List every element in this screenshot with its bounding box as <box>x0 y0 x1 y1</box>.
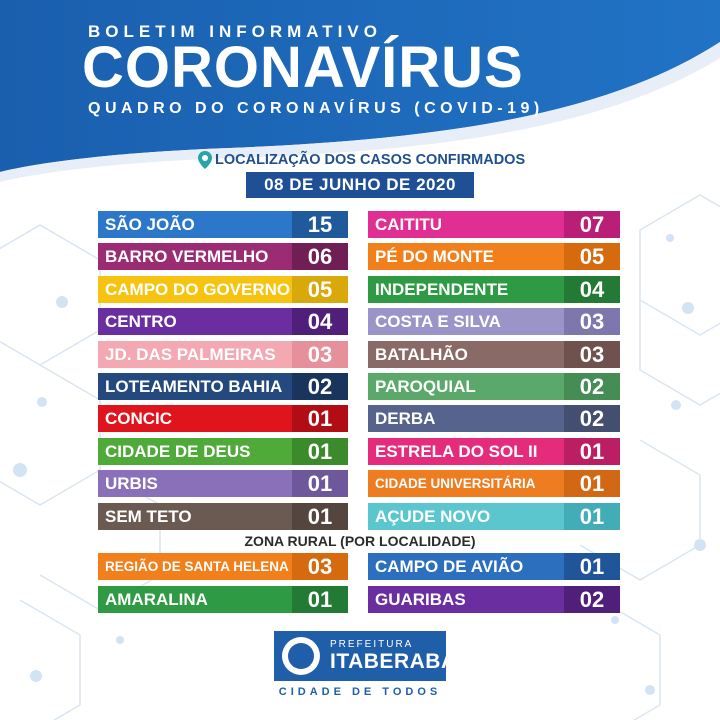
city-slogan: CIDADE DE TODOS <box>278 686 442 698</box>
neighborhood-name: JD. DAS PALMEIRAS <box>98 340 292 368</box>
logo-city-name: ITABERABA <box>330 650 457 673</box>
rural-zone-heading: ZONA RURAL (POR LOCALIDADE) <box>244 533 476 549</box>
case-row: REGIÃO DE SANTA HELENA 03 <box>98 553 348 580</box>
location-heading: LOCALIZAÇÃO DOS CASOS CONFIRMADOS <box>198 151 525 169</box>
neighborhood-name: CAMPO DO GOVERNO <box>98 275 292 303</box>
neighborhood-name: SEM TETO <box>98 502 292 530</box>
neighborhood-name: CIDADE DE DEUS <box>98 437 292 465</box>
case-row: SEM TETO 01 <box>98 502 348 530</box>
case-count: 06 <box>292 243 348 271</box>
case-count: 01 <box>292 437 348 465</box>
case-count: 04 <box>292 308 348 336</box>
case-count: 02 <box>292 373 348 400</box>
case-row: URBIS 01 <box>98 470 348 498</box>
case-count: 01 <box>564 553 620 580</box>
neighborhood-name: BARRO VERMELHO <box>98 243 292 271</box>
case-count: 02 <box>564 586 620 613</box>
neighborhood-name: ESTRELA DO SOL II <box>368 437 564 465</box>
case-count: 01 <box>292 470 348 498</box>
case-count: 03 <box>292 553 348 580</box>
case-row: LOTEAMENTO BAHIA 02 <box>98 373 348 400</box>
neighborhood-name: AMARALINA <box>98 586 292 613</box>
case-count: 03 <box>564 340 620 368</box>
case-count: 02 <box>564 373 620 400</box>
case-count: 01 <box>292 405 348 433</box>
neighborhood-name: SÃO JOÃO <box>98 211 292 238</box>
case-row: SÃO JOÃO 15 <box>98 211 348 238</box>
bulletin-kicker: BOLETIM INFORMATIVO <box>88 22 382 41</box>
page-subtitle: QUADRO DO CORONAVÍRUS (COVID-19) <box>88 100 544 117</box>
map-pin-icon <box>198 151 212 169</box>
case-row: CIDADE UNIVERSITÁRIA 01 <box>368 470 620 498</box>
case-row: DERBA 02 <box>368 405 620 433</box>
date-badge: 08 DE JUNHO DE 2020 <box>246 172 474 198</box>
neighborhood-name: AÇUDE NOVO <box>368 502 564 530</box>
case-row: AMARALINA 01 <box>98 586 348 613</box>
neighborhood-name: PAROQUIAL <box>368 373 564 400</box>
case-row: JD. DAS PALMEIRAS 03 <box>98 340 348 368</box>
neighborhood-name: URBIS <box>98 470 292 498</box>
neighborhood-name: COSTA E SILVA <box>368 308 564 336</box>
case-row: ESTRELA DO SOL II 01 <box>368 437 620 465</box>
case-count: 05 <box>292 275 348 303</box>
neighborhood-name: CAMPO DE AVIÃO <box>368 553 564 580</box>
case-count: 15 <box>292 211 348 238</box>
neighborhood-name: BATALHÃO <box>368 340 564 368</box>
case-row: CAMPO DO GOVERNO 05 <box>98 275 348 303</box>
neighborhood-name: CAITITU <box>368 211 564 238</box>
case-row: BARRO VERMELHO 06 <box>98 243 348 271</box>
location-label: LOCALIZAÇÃO DOS CASOS CONFIRMADOS <box>215 152 526 168</box>
case-count: 04 <box>564 275 620 303</box>
case-row: GUARIBAS 02 <box>368 586 620 613</box>
neighborhood-name: DERBA <box>368 405 564 433</box>
case-count: 03 <box>564 308 620 336</box>
case-row: CIDADE DE DEUS 01 <box>98 437 348 465</box>
case-count: 03 <box>292 340 348 368</box>
case-row: PAROQUIAL 02 <box>368 373 620 400</box>
neighborhood-name: CENTRO <box>98 308 292 336</box>
case-count: 01 <box>564 502 620 530</box>
case-row: CONCIC 01 <box>98 405 348 433</box>
case-count: 02 <box>564 405 620 433</box>
neighborhood-name: CIDADE UNIVERSITÁRIA <box>368 470 564 498</box>
case-row: AÇUDE NOVO 01 <box>368 502 620 530</box>
neighborhood-name: GUARIBAS <box>368 586 564 613</box>
case-count: 01 <box>564 470 620 498</box>
case-count: 01 <box>292 586 348 613</box>
case-count: 01 <box>564 437 620 465</box>
case-row: PÉ DO MONTE 05 <box>368 243 620 271</box>
case-row: COSTA E SILVA 03 <box>368 308 620 336</box>
neighborhood-name: INDEPENDENTE <box>368 275 564 303</box>
page-title: CORONAVÍRUS <box>82 35 524 100</box>
case-row: CAITITU 07 <box>368 211 620 238</box>
case-row: CENTRO 04 <box>98 308 348 336</box>
header-banner <box>0 0 720 182</box>
prefeitura-logo: PREFEITURA ITABERABA <box>274 631 456 681</box>
neighborhood-name: REGIÃO DE SANTA HELENA <box>98 553 292 580</box>
neighborhood-name: PÉ DO MONTE <box>368 243 564 271</box>
case-row: BATALHÃO 03 <box>368 340 620 368</box>
case-row: CAMPO DE AVIÃO 01 <box>368 553 620 580</box>
neighborhood-name: LOTEAMENTO BAHIA <box>98 373 292 400</box>
case-count: 01 <box>292 502 348 530</box>
neighborhood-name: CONCIC <box>98 405 292 433</box>
case-row: INDEPENDENTE 04 <box>368 275 620 303</box>
logo-prefeitura-label: PREFEITURA <box>330 639 414 650</box>
case-count: 07 <box>564 211 620 238</box>
case-count: 05 <box>564 243 620 271</box>
